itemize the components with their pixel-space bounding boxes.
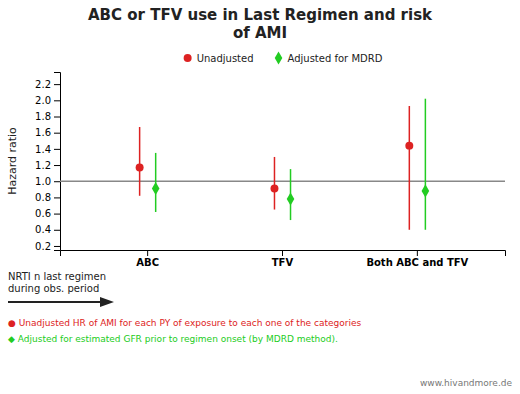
legend-item: Adjusted for MDRD [275, 51, 383, 64]
axis-line [61, 251, 506, 257]
tick-label: 0.2 [35, 241, 51, 252]
error-bar [409, 106, 411, 230]
tick-label: 2.0 [35, 95, 51, 106]
tick: TFV [272, 250, 294, 268]
tick-label: 0.6 [35, 208, 51, 219]
arrow [8, 297, 114, 307]
tick-label: 1.2 [35, 160, 51, 171]
x-axis: ABC TFV Both ABC and TFV [61, 250, 506, 268]
legend: Unadjusted Adjusted for MDRD [184, 51, 383, 64]
watermark: www.hivandmore.de [420, 378, 512, 388]
tick: 0.2 [35, 241, 60, 252]
series [136, 106, 414, 230]
tick-mark [54, 197, 60, 198]
tick-mark [54, 100, 60, 101]
footnote: ● Unadjusted HR of AMI for each PY of ex… [8, 318, 361, 328]
tick: 1.2 [35, 160, 60, 171]
tick-label: 0.4 [35, 224, 51, 235]
tick-label: 1.8 [35, 111, 51, 122]
tick-label: 1.6 [35, 127, 51, 138]
tick-mark [54, 214, 60, 215]
tick-mark [54, 133, 60, 134]
tick: ABC [136, 250, 159, 268]
tick: 0.4 [35, 224, 60, 235]
legend-symbol [275, 51, 283, 64]
tick-label: 2.2 [35, 79, 51, 90]
tick-mark [54, 230, 60, 231]
annotation: NRTI n last regimenduring obs. period [8, 271, 106, 294]
plot-area [60, 99, 505, 230]
tick-mark [417, 250, 418, 256]
tick: 2.0 [35, 95, 60, 106]
tick: 1.4 [35, 144, 60, 155]
footnote: ◆ Adjusted for estimated GFR prior to re… [8, 334, 338, 344]
tick-mark [54, 149, 60, 150]
tick: 0.8 [35, 192, 60, 203]
chart: ABC or TFV use in Last Regimen and risko… [0, 0, 520, 394]
point [270, 185, 278, 193]
y-axis: 0.2 0.4 0.6 0.8 1.0 1.2 1.4 1.6 1.8 2.0 2.2 [35, 73, 60, 252]
point [136, 163, 144, 171]
tick: Both ABC and TFV [366, 250, 468, 268]
tick-mark [54, 117, 60, 118]
error-bar [425, 99, 427, 230]
legend-label: Unadjusted [197, 53, 254, 64]
point [405, 142, 413, 150]
tick-label: TFV [272, 257, 294, 268]
axis-title: Hazard ratio [6, 127, 19, 195]
tick-mark [282, 250, 283, 256]
tick-mark [54, 181, 60, 182]
title: ABC or TFV use in Last Regimen and risko… [88, 6, 433, 42]
point [287, 192, 295, 205]
legend-label: Adjusted for MDRD [288, 53, 383, 64]
tick-mark [54, 165, 60, 166]
tick: 1.0 [35, 176, 60, 187]
tick-label: 1.0 [35, 176, 51, 187]
axis-line [54, 73, 61, 251]
tick-label: ABC [136, 257, 159, 268]
legend-item: Unadjusted [184, 53, 254, 64]
reference-line [60, 181, 505, 182]
tick: 0.6 [35, 208, 60, 219]
tick-mark [147, 250, 148, 256]
tick-label: Both ABC and TFV [366, 257, 468, 268]
tick-mark [54, 246, 60, 247]
legend-symbol [184, 54, 192, 62]
tick-mark [54, 84, 60, 85]
tick-label: 1.4 [35, 144, 51, 155]
tick-label: 0.8 [35, 192, 51, 203]
tick: 1.8 [35, 111, 60, 122]
point [152, 182, 160, 195]
tick: 1.6 [35, 127, 60, 138]
point [422, 184, 430, 197]
tick: 2.2 [35, 79, 60, 90]
error-bar [274, 157, 276, 210]
series [152, 99, 429, 230]
error-bar [139, 127, 141, 196]
